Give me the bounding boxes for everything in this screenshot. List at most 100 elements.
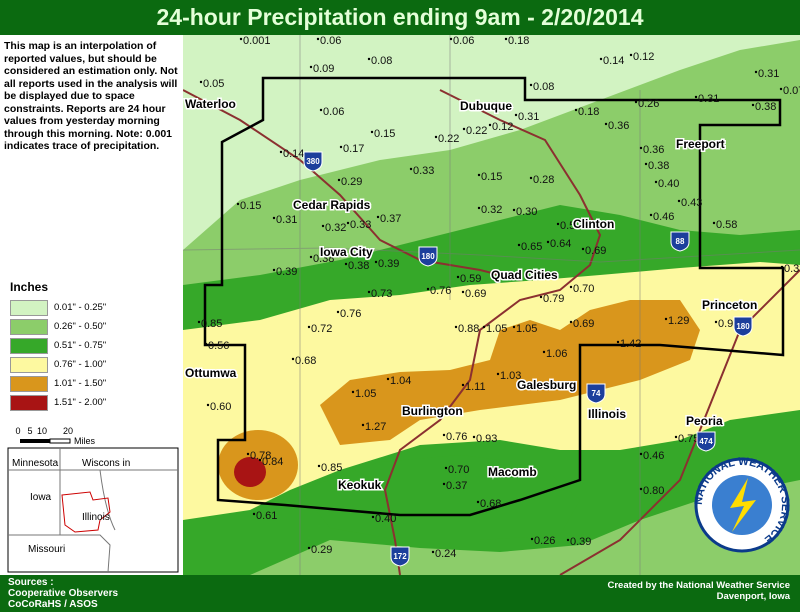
station-dot	[199, 80, 203, 84]
shield	[586, 383, 606, 404]
observation: 0.06	[323, 106, 344, 118]
observation: 0.31	[758, 68, 779, 80]
station-dot	[456, 275, 460, 279]
observation: 0.78	[250, 450, 271, 462]
inset-label: Iowa	[30, 492, 52, 503]
observation: 0.37	[446, 480, 467, 492]
observation: 0.93	[476, 433, 497, 445]
station-dot	[252, 512, 256, 516]
station-dot	[616, 340, 620, 344]
city-label: Quad Cities	[491, 268, 558, 282]
observation: 0.69	[465, 288, 486, 300]
observation: 0.29	[341, 176, 362, 188]
observation: 1.42	[620, 338, 641, 350]
city-label: Macomb	[488, 465, 537, 479]
observation: 0.69	[585, 245, 606, 257]
observation: 0.37	[380, 213, 401, 225]
legend-label: 0.51" - 0.75"	[54, 340, 107, 351]
station-dot	[316, 37, 320, 41]
observation: 0.76	[340, 308, 361, 320]
station-dot	[566, 538, 570, 542]
station-dot	[714, 320, 718, 324]
station-dot	[339, 145, 343, 149]
observation: 1.05	[486, 323, 507, 335]
station-dot	[496, 372, 500, 376]
observation: 0.08	[371, 55, 392, 67]
station-dot	[204, 342, 208, 346]
observation: 0.24	[435, 548, 456, 560]
observation: 1.05	[516, 323, 537, 335]
observation: 0.22	[438, 133, 459, 145]
station-dot	[674, 435, 678, 439]
credit-line: Created by the National Weather Service	[607, 580, 791, 591]
observation: 0.80	[643, 485, 664, 497]
station-dot	[569, 320, 573, 324]
inset-label: Minnesota	[12, 458, 59, 469]
observation: 0.18	[508, 35, 529, 47]
station-dot	[599, 57, 603, 61]
observation: 0.32	[481, 204, 502, 216]
shield	[418, 246, 438, 267]
observation: 0.22	[466, 125, 487, 137]
note: This map is an interpolation of reported…	[4, 40, 178, 152]
station-dot	[754, 70, 758, 74]
station-dot	[461, 383, 465, 387]
observation: 0.70	[448, 464, 469, 476]
station-dot	[751, 103, 755, 107]
legend-label: 0.76" - 1.00"	[54, 359, 107, 370]
scale-segment	[20, 439, 50, 443]
credit: Created by the National Weather Service …	[608, 580, 791, 602]
station-dot	[512, 208, 516, 212]
city-label: Burlington	[402, 404, 463, 418]
station-dot	[654, 180, 658, 184]
station-dot	[367, 290, 371, 294]
station-dot	[197, 320, 201, 324]
station-dot	[376, 215, 380, 219]
station-dot	[449, 37, 453, 41]
observation: 0.31	[698, 93, 719, 105]
observation: 0.72	[311, 323, 332, 335]
shield-label: 88	[676, 237, 685, 246]
observation: 0.76	[430, 285, 451, 297]
station-dot	[634, 100, 638, 104]
observation: 0.33	[784, 263, 800, 275]
shield-label: 180	[736, 322, 750, 331]
station-dot	[321, 224, 325, 228]
station-dot	[442, 433, 446, 437]
legend-item: 0.51" - 0.75"	[10, 336, 106, 355]
station-dot	[477, 173, 481, 177]
station-dot	[206, 403, 210, 407]
legend-swatch	[10, 394, 48, 411]
shield	[696, 431, 716, 452]
observation: 0.56	[208, 340, 229, 352]
station-dot	[236, 202, 240, 206]
shield	[390, 546, 410, 567]
state-lines	[8, 448, 178, 573]
legend-title: Inches	[10, 280, 49, 294]
logo-bolt	[730, 478, 756, 532]
station-dot	[272, 216, 276, 220]
shield	[670, 231, 690, 252]
city-label: Ottumwa	[185, 366, 237, 380]
observation: 0.61	[256, 510, 277, 522]
station-dot	[371, 515, 375, 519]
observation: 0.40	[658, 178, 679, 190]
observation: 0.84	[262, 456, 283, 468]
station-dot	[361, 423, 365, 427]
station-dot	[374, 260, 378, 264]
county-lines	[183, 35, 800, 575]
observation: 0.29	[311, 544, 332, 556]
station-dot	[477, 206, 481, 210]
city-label: Cedar Rapids	[293, 198, 371, 212]
observation: 0.39	[570, 536, 591, 548]
station-dot	[336, 310, 340, 314]
observation: 0.39	[378, 258, 399, 270]
station-dot	[530, 537, 534, 541]
station-dot	[309, 65, 313, 69]
observation: 0.32	[325, 222, 346, 234]
observation: 0.18	[578, 106, 599, 118]
sources: Sources : Cooperative Observers CoCoRaHS…	[8, 577, 118, 610]
observation: 0.17	[343, 143, 364, 155]
station-dot	[677, 199, 681, 203]
